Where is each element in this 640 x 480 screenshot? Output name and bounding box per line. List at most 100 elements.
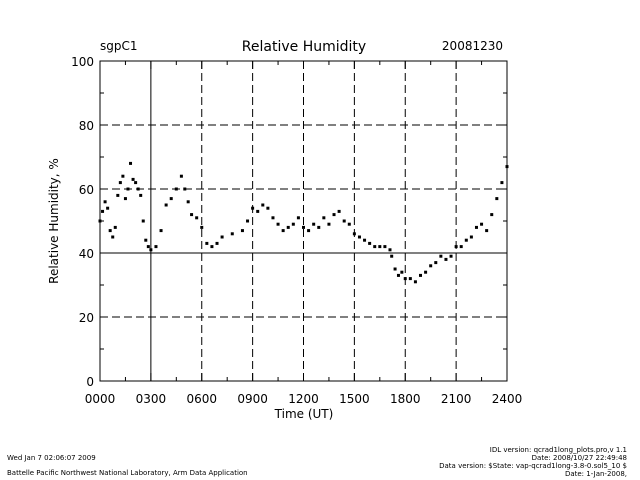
data-point <box>256 209 260 213</box>
data-version: Data version: $State: vap-qcrad1long-3.8… <box>439 462 627 470</box>
data-point <box>474 225 478 229</box>
data-point <box>485 229 489 233</box>
data-point <box>134 181 138 185</box>
data-point <box>396 273 400 277</box>
data-point <box>322 216 326 220</box>
data-point <box>469 235 473 239</box>
data-point <box>495 197 499 201</box>
data-point <box>480 222 484 226</box>
x-tick-label: 0900 <box>237 392 268 406</box>
x-tick-labels: 0000 0300 0600 0900 1200 1500 1800 2100 2400 <box>85 392 523 406</box>
data-point <box>291 222 295 226</box>
data-point <box>154 245 158 249</box>
data-point <box>424 270 428 274</box>
data-point <box>459 245 463 249</box>
data-point <box>129 161 133 165</box>
data-point <box>186 200 190 204</box>
data-point <box>500 181 504 185</box>
x-tick-label: 1200 <box>288 392 319 406</box>
data-point <box>434 261 438 265</box>
data-point <box>108 229 112 233</box>
data-point <box>368 241 372 245</box>
data-point <box>101 209 105 213</box>
data-point <box>136 187 140 191</box>
data-point <box>164 203 168 207</box>
data-point <box>281 229 285 233</box>
data-point <box>179 174 183 178</box>
data-point <box>337 209 341 213</box>
data-point <box>363 238 367 242</box>
y-tick-label: 40 <box>79 247 94 261</box>
data-date: Date: 1-Jan-2008, <box>564 470 627 478</box>
x-tick-label: 2100 <box>441 392 472 406</box>
data-point <box>103 200 107 204</box>
data-point <box>118 181 122 185</box>
data-point <box>266 206 270 210</box>
x-tick-label: 0600 <box>186 392 217 406</box>
y-tick-label: 0 <box>86 375 94 389</box>
data-point <box>139 193 143 197</box>
data-point <box>408 277 412 281</box>
y-tick-label: 20 <box>79 311 94 325</box>
data-point <box>126 187 130 191</box>
data-point <box>352 232 356 236</box>
data-point <box>146 245 150 249</box>
data-point <box>390 254 394 258</box>
data-point <box>261 203 265 207</box>
data-point <box>183 187 187 191</box>
data-point <box>464 238 468 242</box>
data-point <box>121 174 125 178</box>
data-point <box>357 235 361 239</box>
x-tick-label: 0300 <box>136 392 167 406</box>
x-axis-label: Time (UT) <box>274 407 334 421</box>
y-tick-label: 60 <box>79 183 94 197</box>
chart-title: Relative Humidity <box>242 39 366 55</box>
plot-frame <box>99 60 508 382</box>
data-point <box>116 193 120 197</box>
grid-lines <box>100 61 507 381</box>
data-point <box>302 225 305 229</box>
x-tick-label: 1500 <box>339 392 370 406</box>
data-point <box>141 219 145 223</box>
data-point <box>286 225 290 229</box>
data-point <box>123 197 127 201</box>
data-point <box>246 219 250 223</box>
data-point <box>439 254 443 258</box>
data-point <box>327 222 331 226</box>
data-point <box>307 229 311 233</box>
x-tick-label: 2400 <box>492 392 523 406</box>
data-point <box>111 235 115 239</box>
x-tick-label: 0000 <box>85 392 116 406</box>
data-point <box>215 241 219 245</box>
data-point <box>296 216 300 220</box>
data-point <box>383 245 387 249</box>
reference-lines <box>100 61 507 381</box>
data-point <box>393 267 397 271</box>
data-point <box>251 206 255 210</box>
data-point <box>454 245 458 249</box>
data-point <box>347 222 351 226</box>
y-axis-label: Relative Humidity, % <box>47 158 61 284</box>
data-point <box>373 245 377 249</box>
site-label: sgpC1 <box>100 39 138 53</box>
data-point <box>419 273 423 277</box>
data-point <box>169 197 173 201</box>
data-point <box>195 216 199 220</box>
data-point <box>131 177 135 181</box>
data-point <box>271 216 275 220</box>
data-point <box>200 225 204 229</box>
data-point <box>230 232 234 236</box>
data-point <box>190 213 194 217</box>
data-point <box>317 225 321 229</box>
idl-version: IDL version: qcrad1long_plots.pro,v 1.1 <box>489 446 627 454</box>
data-point <box>113 225 117 229</box>
data-point <box>312 222 316 226</box>
run-timestamp: Wed Jan 7 02:06:07 2009 <box>7 454 96 462</box>
x-tick-label: 1800 <box>390 392 421 406</box>
data-point <box>444 257 448 261</box>
lab-credit: Battelle Pacific Northwest National Labo… <box>7 469 248 477</box>
data-point <box>106 206 110 210</box>
data-point <box>449 254 453 258</box>
data-point <box>276 222 280 226</box>
y-tick-labels: 0 20 40 60 80 100 <box>71 55 94 389</box>
